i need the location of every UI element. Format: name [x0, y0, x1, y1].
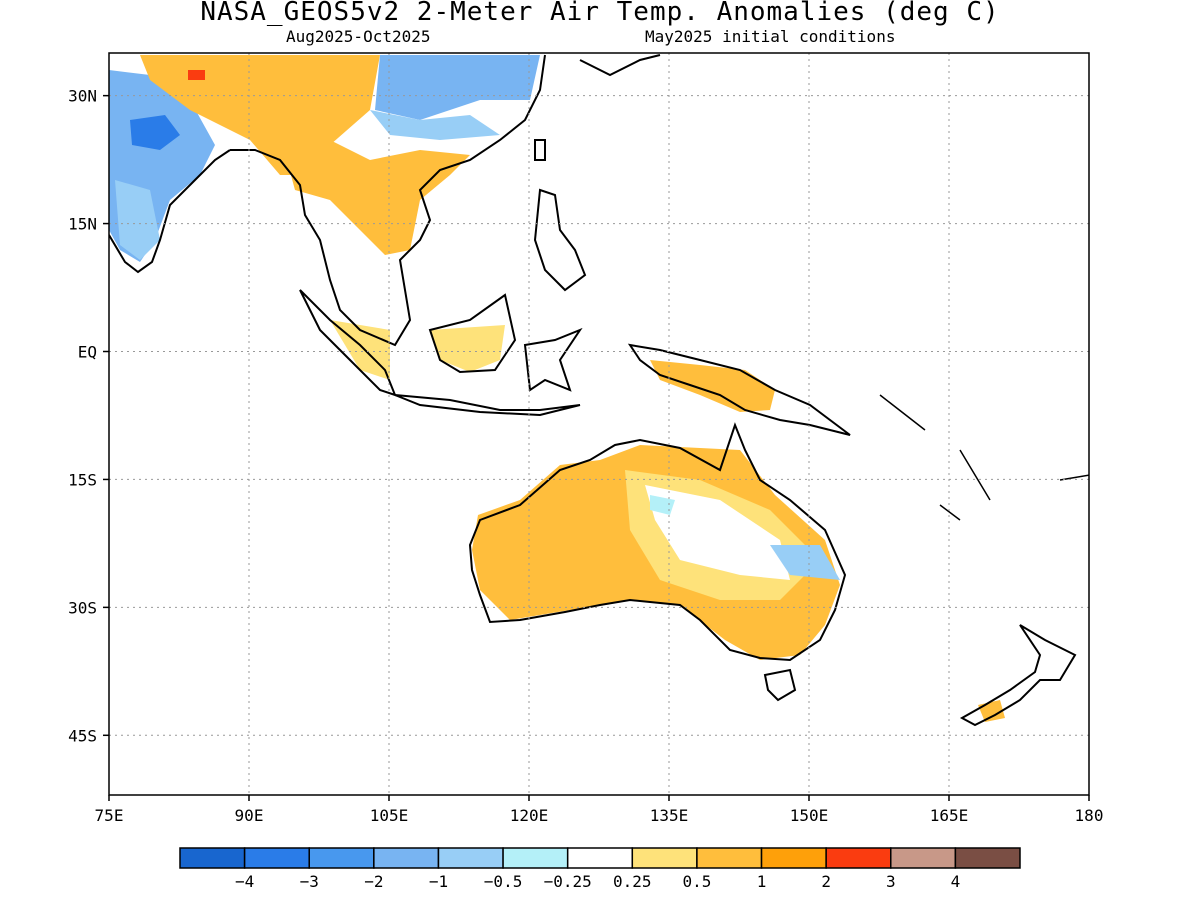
lat-tick-label: 15S — [68, 470, 97, 489]
new-guinea-coast — [627, 343, 851, 436]
lon-tick-label: 180 — [1075, 806, 1104, 825]
sulawesi-coast — [523, 327, 583, 392]
colorbar-swatch — [566, 847, 634, 869]
colorbar-label: 3 — [886, 872, 896, 891]
tasmania-coast — [763, 668, 797, 702]
anomaly-shading — [109, 55, 1005, 722]
colorbar-swatch — [890, 847, 957, 869]
new-guinea-warm-shading — [650, 360, 775, 412]
forecast-period: Aug2025-Oct2025 — [286, 27, 431, 46]
china-cold-shading — [375, 55, 540, 120]
australia-cold-spot — [770, 545, 840, 580]
colorbar-label: −4 — [235, 872, 254, 891]
colorbar-swatch — [954, 847, 1021, 869]
philippines-coast — [533, 188, 587, 292]
colorbar-swatch — [179, 847, 246, 869]
colorbar-label: 0.25 — [613, 872, 652, 891]
tibet-hot-spot — [188, 70, 205, 80]
colorbar-label: −0.25 — [544, 872, 592, 891]
colorbar-label: 0.5 — [682, 872, 711, 891]
colorbar: −4 −3 −2 −1 −0.5 −0.25 0.25 0.5 1 2 3 4 — [179, 847, 1021, 891]
taiwan-coast — [534, 139, 546, 161]
japan-coast — [579, 54, 661, 77]
se-asia-light-warm — [330, 320, 390, 380]
australia-neutral — [645, 485, 790, 580]
china-light-cold-shading — [370, 110, 500, 140]
graticule — [109, 53, 1089, 795]
initial-conditions: May2025 initial conditions — [645, 27, 896, 46]
colorbar-swatch — [502, 847, 569, 869]
lat-tick-label: 30N — [68, 87, 97, 106]
australia-coast — [468, 422, 847, 662]
se-asia-coast — [230, 54, 546, 347]
map-title: NASA_GEOS5v2 2-Meter Air Temp. Anomalies… — [200, 0, 1000, 27]
coastlines — [109, 54, 1089, 727]
colorbar-swatch — [243, 847, 310, 869]
colorbar-label: −2 — [364, 872, 383, 891]
colorbar-swatch — [760, 847, 827, 869]
plot-frame — [108, 52, 1090, 796]
colorbar-swatch — [631, 847, 698, 869]
borneo-coast — [428, 293, 517, 374]
india-light-cold-shading — [115, 180, 160, 260]
colorbar-label: −0.5 — [484, 872, 523, 891]
lon-tick-label: 165E — [930, 806, 969, 825]
lon-tick-label: 150E — [790, 806, 829, 825]
colorbar-label: −3 — [300, 872, 319, 891]
new-zealand-coast — [959, 624, 1077, 727]
colorbar-swatch — [308, 847, 375, 869]
colorbar-label: 2 — [821, 872, 831, 891]
lat-tick-label: 15N — [68, 215, 97, 234]
se-asia-warm-shading — [280, 135, 470, 255]
java-coast — [394, 394, 581, 417]
colorbar-label: −1 — [429, 872, 448, 891]
lat-tick-label: 45S — [68, 726, 97, 745]
colorbar-label: 1 — [757, 872, 767, 891]
lon-tick-label: 135E — [650, 806, 689, 825]
colorbar-swatch — [825, 847, 892, 869]
lon-tick-label: 120E — [510, 806, 549, 825]
colorbar-swatch — [696, 847, 763, 869]
lat-tick-label: EQ — [78, 343, 97, 362]
lon-tick-label: 105E — [370, 806, 409, 825]
lon-tick-label: 90E — [235, 806, 264, 825]
colorbar-label: 4 — [951, 872, 961, 891]
india-strong-cold-shading — [130, 115, 180, 150]
colorbar-swatch — [437, 847, 504, 869]
colorbar-swatch — [373, 847, 440, 869]
india-coast — [109, 149, 231, 274]
axis-ticks: 75E 90E 105E 120E 135E 150E 165E 180 30N 15N EQ 15S… — [68, 87, 1103, 825]
lon-tick-label: 75E — [95, 806, 124, 825]
lat-tick-label: 30S — [68, 598, 97, 617]
borneo-warm-shading — [430, 325, 505, 372]
pacific-islands — [879, 394, 1089, 521]
